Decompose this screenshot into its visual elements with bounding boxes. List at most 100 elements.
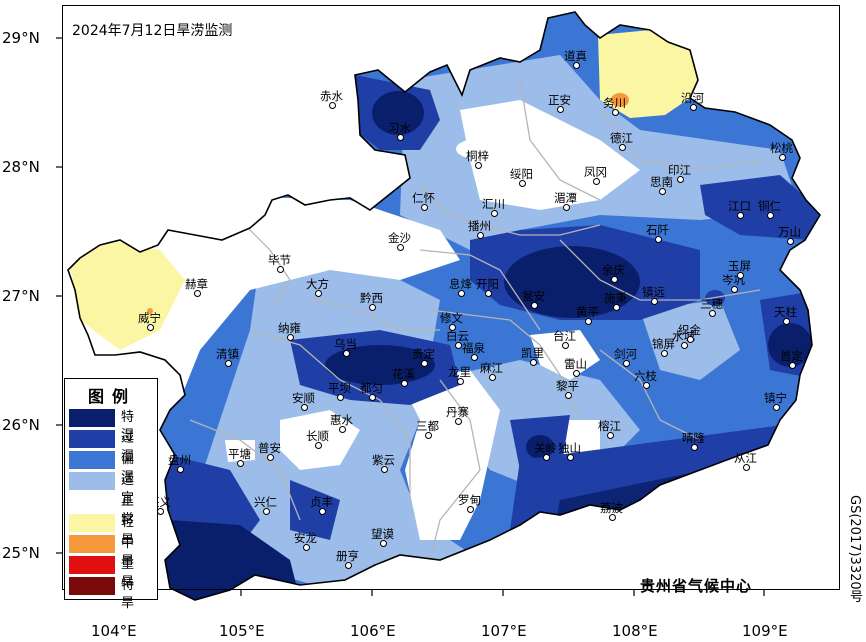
place-label: 清镇 xyxy=(216,347,239,361)
legend-swatch xyxy=(69,430,115,448)
place-label: 台江 xyxy=(553,329,576,343)
place-label: 金沙 xyxy=(388,231,411,245)
station-marker xyxy=(147,324,154,331)
place-label: 凯里 xyxy=(521,346,544,360)
station-marker xyxy=(612,109,619,116)
place-label: 瓮安 xyxy=(522,289,545,303)
lat-tick-28: 28°N xyxy=(2,158,40,176)
station-marker xyxy=(455,342,462,349)
place-label: 三穗 xyxy=(700,297,723,311)
place-label: 盘州 xyxy=(168,453,191,467)
legend-title: 图例 xyxy=(87,387,136,406)
legend-label: 重旱 xyxy=(121,557,135,590)
station-marker xyxy=(789,362,796,369)
place-label: 凤冈 xyxy=(584,165,607,179)
station-marker xyxy=(471,354,478,361)
place-label: 江口 xyxy=(728,199,751,213)
station-marker xyxy=(609,514,616,521)
place-label: 六枝 xyxy=(634,369,657,383)
station-marker xyxy=(425,432,432,439)
legend-swatch xyxy=(69,514,115,532)
station-marker xyxy=(787,238,794,245)
place-label: 从江 xyxy=(734,451,757,465)
lon-tick-106: 106°E xyxy=(350,622,396,640)
place-label: 道真 xyxy=(564,49,587,63)
place-label: 长顺 xyxy=(306,429,329,443)
legend-swatch xyxy=(69,472,115,490)
station-marker xyxy=(489,374,496,381)
station-marker xyxy=(623,360,630,367)
place-label: 息烽 xyxy=(449,277,472,291)
place-label: 晴隆 xyxy=(682,431,705,445)
place-label: 安龙 xyxy=(294,531,317,545)
station-marker xyxy=(562,342,569,349)
place-label: 修文 xyxy=(440,311,463,325)
station-marker xyxy=(467,506,474,513)
place-label: 威宁 xyxy=(138,311,161,325)
place-label: 石阡 xyxy=(646,223,669,237)
legend-swatch xyxy=(69,577,115,595)
legend-label: 正常 xyxy=(121,494,135,527)
place-label: 荔波 xyxy=(600,501,623,515)
place-label: 镇远 xyxy=(642,285,665,299)
station-marker xyxy=(485,290,492,297)
station-marker xyxy=(315,290,322,297)
station-marker xyxy=(783,318,790,325)
legend-label: 中旱 xyxy=(121,536,135,569)
station-marker xyxy=(611,276,618,283)
place-label: 思南 xyxy=(650,175,673,189)
place-label: 贵定 xyxy=(412,347,435,361)
place-label: 正安 xyxy=(548,93,571,107)
lon-tick-105: 105°E xyxy=(219,622,265,640)
station-marker xyxy=(455,418,462,425)
place-label: 天柱 xyxy=(774,305,797,319)
station-marker xyxy=(661,350,668,357)
place-label: 织金 xyxy=(678,323,701,337)
place-label: 丹寨 xyxy=(446,405,469,419)
station-marker xyxy=(343,350,350,357)
map-frame xyxy=(62,5,840,590)
place-label: 剑河 xyxy=(614,347,637,361)
credit-label: 贵州省气候中心 xyxy=(640,577,753,595)
station-marker xyxy=(369,304,376,311)
lon-tick-104: 104°E xyxy=(91,622,137,640)
lat-tick-26: 26°N xyxy=(2,416,40,434)
place-label: 花溪 xyxy=(392,367,415,381)
place-label: 榕江 xyxy=(598,419,621,433)
station-marker xyxy=(573,370,580,377)
place-label: 安顺 xyxy=(292,391,315,405)
station-marker xyxy=(457,378,464,385)
place-label: 纳雍 xyxy=(278,321,301,335)
station-marker xyxy=(573,62,580,69)
legend-label: 偏湿 xyxy=(121,452,135,485)
place-label: 桐梓 xyxy=(466,149,489,163)
map-approval-code: GS(2017)3320号 xyxy=(847,495,862,603)
place-label: 三都 xyxy=(416,419,439,433)
station-marker xyxy=(731,286,738,293)
station-marker xyxy=(779,154,786,161)
legend-label: 轻旱 xyxy=(121,515,135,548)
legend-swatch xyxy=(69,451,115,469)
place-label: 平坝 xyxy=(328,381,351,395)
station-marker xyxy=(607,432,614,439)
station-marker xyxy=(773,404,780,411)
place-label: 麻江 xyxy=(480,361,503,375)
place-label: 玉屏 xyxy=(728,259,751,273)
legend-swatch xyxy=(69,409,115,427)
station-marker xyxy=(329,102,336,109)
place-label: 绥阳 xyxy=(510,167,533,181)
station-marker xyxy=(339,426,346,433)
place-label: 兴仁 xyxy=(254,495,277,509)
station-marker xyxy=(380,540,387,547)
place-label: 习水 xyxy=(388,121,411,135)
station-marker xyxy=(687,336,694,343)
station-marker xyxy=(651,298,658,305)
lat-tick-27: 27°N xyxy=(2,287,40,305)
place-label: 务川 xyxy=(603,96,626,110)
place-label: 贞丰 xyxy=(310,495,333,509)
station-marker xyxy=(194,290,201,297)
station-marker xyxy=(530,359,537,366)
station-marker xyxy=(681,342,688,349)
station-marker xyxy=(345,562,352,569)
place-label: 白云 xyxy=(446,329,469,343)
